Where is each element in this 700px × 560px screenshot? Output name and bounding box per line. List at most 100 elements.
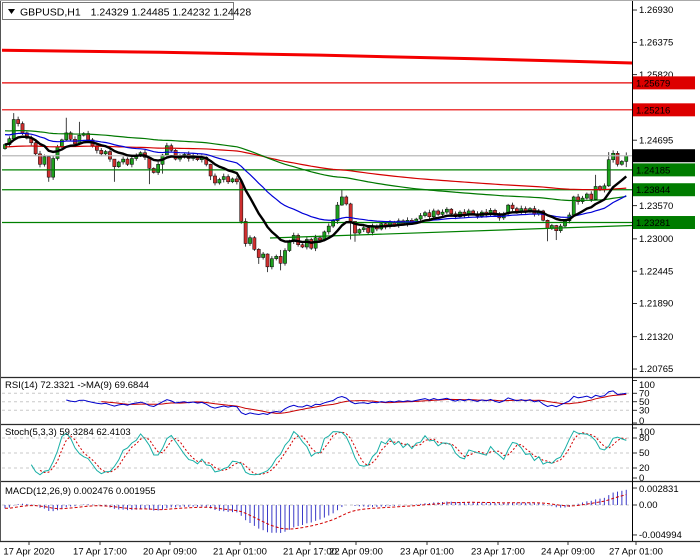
candle (235, 178, 239, 183)
stoch-d-line (39, 431, 627, 476)
candle (348, 203, 353, 222)
candle (510, 204, 515, 209)
indicator-tick-label: 70 (639, 388, 650, 399)
candle (64, 132, 69, 141)
price-level-badge-label: 1.25679 (636, 78, 670, 89)
candle (611, 153, 615, 160)
candle (440, 211, 445, 215)
ma-mid-blue-line (4, 132, 627, 223)
candle (278, 256, 283, 264)
candle (344, 196, 349, 205)
candle (620, 161, 624, 165)
candle (431, 210, 436, 217)
candle (38, 153, 42, 165)
macd-label: MACD(12,26,9) 0.002476 0.001955 (5, 486, 156, 497)
candle (340, 196, 344, 206)
candle (283, 250, 287, 264)
candle (11, 119, 16, 139)
indicator-tick-label: 20 (639, 463, 650, 474)
indicator-tick-label: 0 (639, 473, 644, 484)
price-tick-label: 1.22445 (639, 266, 673, 277)
candle (589, 193, 594, 200)
ohlc-values: 1.24329 1.24485 1.24232 1.24428 (91, 7, 252, 19)
candle (121, 158, 125, 163)
candle (615, 153, 620, 165)
candle (103, 151, 108, 155)
candle (213, 175, 217, 184)
candle (221, 176, 226, 180)
price-tick-label: 1.24695 (639, 135, 673, 146)
candle (300, 244, 305, 248)
candle (130, 158, 134, 165)
time-tick-label: 24 Apr 09:00 (541, 547, 595, 558)
time-tick-label: 21 Apr 01:00 (213, 547, 267, 558)
indicator-tick-label: 50 (639, 448, 650, 459)
candle (173, 150, 178, 160)
candle (274, 256, 279, 259)
price-level-badge (633, 76, 695, 90)
candle (256, 249, 261, 258)
candle (624, 155, 629, 162)
symbol-header-box (2, 2, 234, 20)
time-tick-label: 17 Apr 17:00 (73, 547, 127, 558)
indicator-tick-label: 50 (639, 397, 650, 408)
candle (55, 146, 60, 159)
macd-panel[interactable]: 0.002831 0.00 -0.004994 (2, 484, 682, 541)
candle (20, 123, 25, 134)
stoch-k-line (30, 430, 627, 476)
candle (265, 253, 270, 268)
candle (51, 158, 55, 178)
indicator-tick-label: 0.00 (639, 500, 658, 511)
candle (217, 179, 222, 184)
candle (248, 237, 252, 244)
candle (261, 253, 265, 258)
symbol-dropdown-icon[interactable] (8, 9, 15, 14)
candle (16, 119, 20, 124)
price-level-badge-label: 1.24185 (636, 165, 670, 176)
rsi-label: RSI(14) 72.3321 ->MA(9) 69.6844 (5, 380, 149, 391)
price-axis: 1.26930 1.26375 1.25820 1.24695 1.23570 1.230… (632, 5, 695, 375)
candle (335, 204, 340, 222)
price-tick-label: 1.21890 (639, 299, 673, 310)
time-axis: 17 Apr 2020 17 Apr 17:00 20 Apr 09:00 21 Ap… (3, 541, 663, 558)
candle (68, 132, 73, 140)
candle (165, 145, 169, 156)
time-tick-label: 20 Apr 09:00 (143, 547, 197, 558)
macd-signal-line (4, 494, 627, 530)
candle (33, 142, 38, 155)
candle (445, 208, 449, 213)
candle (545, 219, 550, 229)
candle (576, 196, 580, 202)
symbol-quote-text: GBPUSD,H1 1.24329 1.24485 1.24232 1.2442… (20, 7, 251, 19)
stoch-label: Stoch(5,3,3) 59.3284 62.4103 (5, 427, 131, 438)
price-level-badge-label: 1.25216 (636, 105, 670, 116)
candle (541, 210, 545, 221)
candle (326, 225, 331, 233)
candle (606, 159, 611, 187)
candle (156, 164, 160, 173)
candle (571, 196, 576, 216)
main-price-panel[interactable] (1, 48, 633, 273)
candle (239, 181, 244, 222)
candle (357, 229, 362, 234)
candle (366, 227, 370, 233)
indicator-tick-label: 80 (639, 433, 650, 444)
time-tick-label: 27 Apr 01:00 (609, 547, 663, 558)
price-tick-label: 1.21320 (639, 332, 673, 343)
ma-fast-black-line (4, 135, 628, 244)
time-tick-label: 23 Apr 01:00 (400, 547, 454, 558)
candle (563, 220, 567, 227)
price-level-badge (633, 183, 695, 197)
price-level-badge-label: 1.23844 (636, 185, 670, 196)
time-tick-label: 23 Apr 17:00 (471, 547, 525, 558)
candle (318, 237, 322, 241)
candle (112, 158, 117, 167)
time-tick-label: 21 Apr 17:00 (283, 547, 337, 558)
rsi-line (66, 390, 627, 416)
price-level-badge (633, 149, 695, 163)
candle (427, 212, 432, 217)
